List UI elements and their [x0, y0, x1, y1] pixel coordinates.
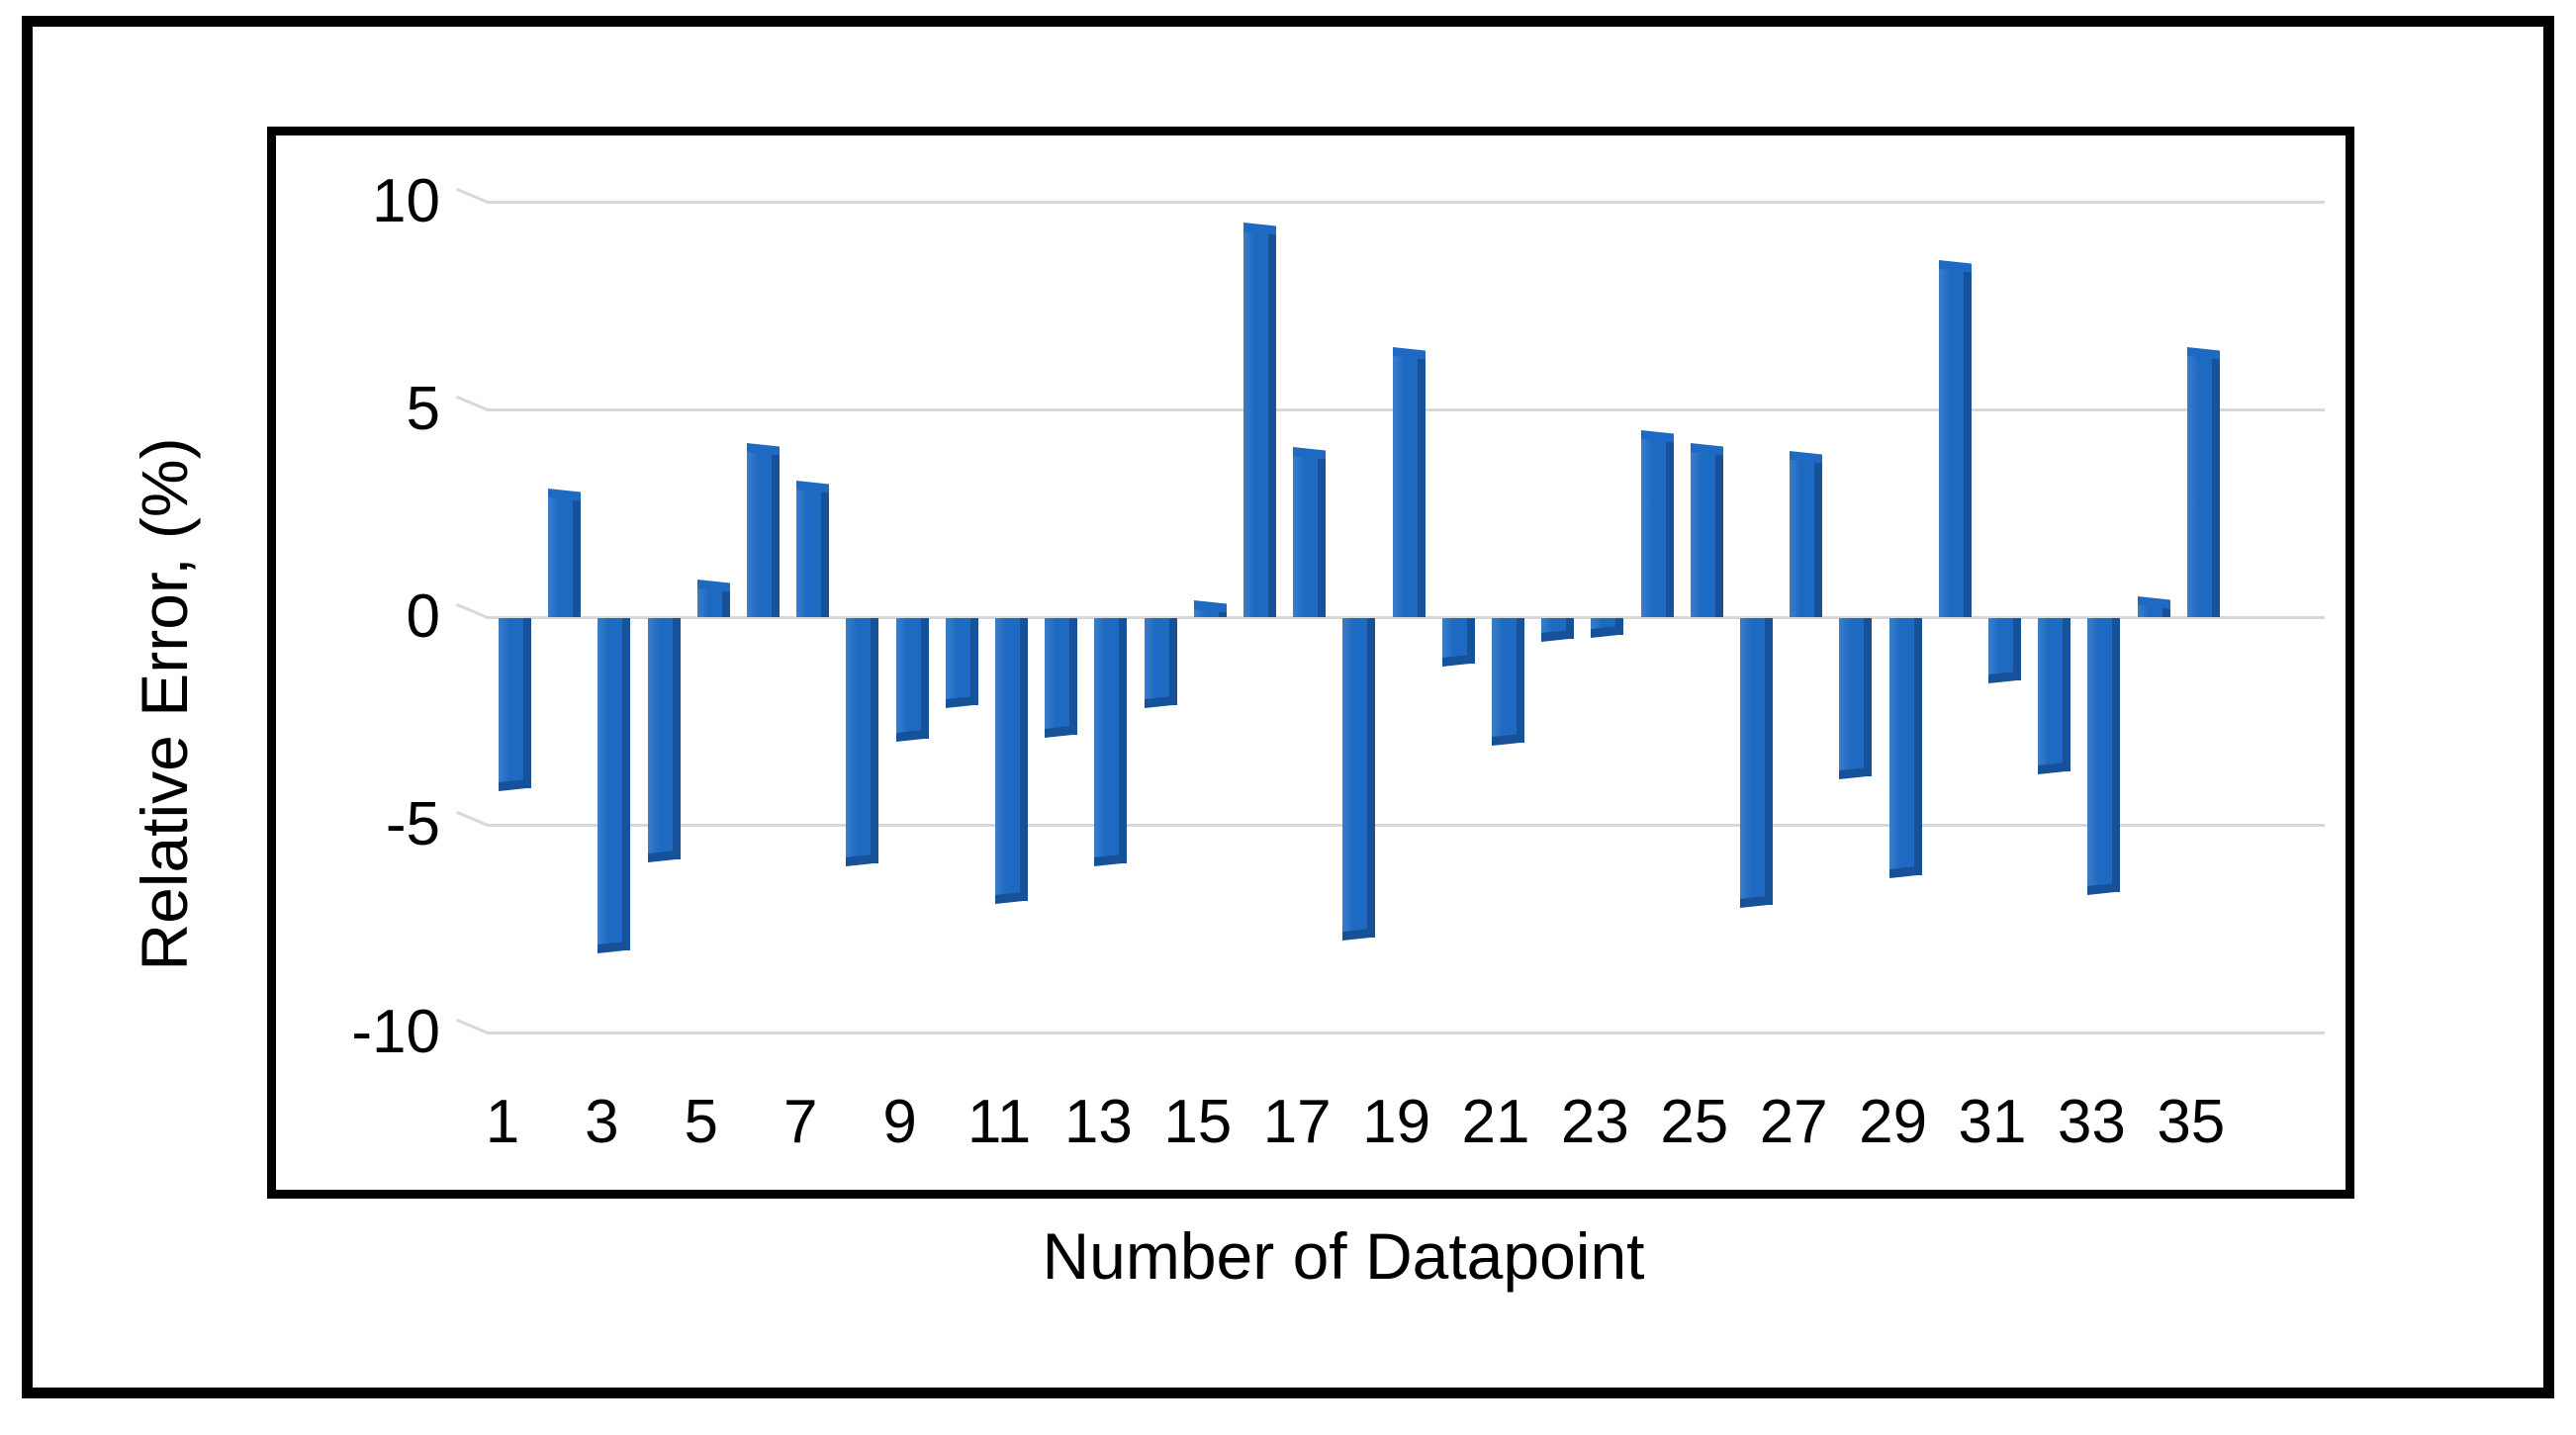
bar-side-shade — [1417, 355, 1426, 617]
x-axis-tick-label: 3 — [585, 1088, 619, 1156]
bar-side-shade — [622, 618, 631, 950]
bar-side-shade — [871, 618, 879, 863]
gridline — [487, 824, 2325, 827]
bar-side-shade — [523, 618, 531, 789]
x-axis-tick-label: 25 — [1660, 1088, 1729, 1156]
bar-side-shade — [672, 618, 681, 859]
bar-face — [2087, 618, 2113, 893]
bar-side-shade — [1517, 618, 1524, 743]
bar-face — [647, 618, 673, 859]
bar-face — [1392, 351, 1418, 617]
bar-face — [1144, 618, 1169, 706]
bar-side-shade — [1665, 438, 1674, 617]
bar-side-shade — [1913, 618, 1922, 876]
bar-side-shade — [920, 618, 929, 739]
y-axis-title: Relative Error, (%) — [128, 437, 201, 971]
x-axis-tick-label: 15 — [1163, 1088, 1233, 1156]
bar-face — [796, 484, 822, 617]
bar-face — [1640, 434, 1666, 617]
bar-side-shade — [721, 587, 730, 617]
bar-face — [2186, 351, 2212, 617]
x-axis-tick-label: 29 — [1859, 1088, 1928, 1156]
bar-face — [895, 618, 921, 739]
bar-side-shade — [1765, 618, 1773, 905]
bar-face — [598, 618, 623, 950]
bar-side-shade — [1119, 618, 1128, 863]
bar-face — [846, 618, 872, 863]
bar-side-shade — [1566, 618, 1575, 639]
bar-face — [747, 446, 772, 617]
x-axis-tick-label: 7 — [782, 1088, 818, 1156]
x-axis-tick-label: 27 — [1759, 1088, 1828, 1156]
y-axis-tick-label: -5 — [385, 790, 440, 858]
bar-face — [1243, 226, 1268, 617]
bar-face — [1045, 618, 1070, 735]
bar-side-shade — [1864, 618, 1873, 776]
bar-side-shade — [2063, 618, 2071, 772]
bar-face — [1492, 618, 1517, 743]
x-axis-tick-label: 33 — [2057, 1088, 2126, 1156]
x-axis-tick-label: 1 — [485, 1088, 520, 1156]
x-axis-title: Number of Datapoint — [1042, 1219, 1645, 1293]
bar-face — [1888, 618, 1914, 876]
bar-face — [945, 618, 970, 706]
x-axis-tick-label: 21 — [1461, 1088, 1530, 1156]
gridline — [487, 616, 2325, 619]
x-axis-tick-label: 31 — [1958, 1088, 2027, 1156]
bar-face — [995, 618, 1020, 901]
bar-side-shade — [1069, 618, 1078, 735]
y-axis-tick-label: 0 — [406, 583, 440, 651]
gridline — [487, 201, 2325, 204]
bar-face — [499, 618, 523, 789]
y-axis-tick-label: -10 — [351, 998, 440, 1066]
bar-side-shade — [1714, 450, 1723, 617]
y-axis-tick-label: 5 — [406, 375, 440, 443]
bar-face — [548, 493, 574, 617]
bar-face — [1740, 618, 1765, 905]
bar-side-shade — [573, 496, 582, 617]
x-axis-tick-label: 13 — [1063, 1088, 1133, 1156]
bar-face — [1690, 446, 1715, 617]
bar-side-shade — [2211, 355, 2220, 617]
bar-side-shade — [1168, 618, 1177, 706]
x-axis-tick-label: 9 — [882, 1088, 917, 1156]
bar-side-shade — [1814, 459, 1823, 617]
x-axis-tick-label: 19 — [1362, 1088, 1431, 1156]
bar-side-shade — [2013, 618, 2021, 680]
bar-side-shade — [1268, 230, 1276, 617]
bar-side-shade — [2112, 618, 2121, 893]
bar-side-shade — [1466, 618, 1475, 665]
bar-face — [1342, 618, 1368, 939]
bar-face — [1938, 264, 1964, 617]
bar-side-shade — [969, 618, 978, 706]
bar-face — [1094, 618, 1120, 863]
gridline — [487, 1031, 2325, 1034]
bar-face — [1790, 455, 1815, 617]
y-axis-tick-label: 10 — [372, 167, 440, 235]
bar-side-shade — [1963, 268, 1972, 617]
x-axis-tick-label: 23 — [1560, 1088, 1629, 1156]
bar-side-shade — [1218, 608, 1227, 617]
x-axis-tick-label: 5 — [684, 1088, 719, 1156]
bar-face — [1988, 618, 2013, 680]
bar-face — [1839, 618, 1865, 776]
bar-side-shade — [1318, 455, 1327, 617]
bar-side-shade — [772, 450, 780, 617]
bar-side-shade — [2162, 604, 2170, 617]
bar-side-shade — [1020, 618, 1028, 901]
x-axis-tick-label: 17 — [1262, 1088, 1332, 1156]
bar-face — [2038, 618, 2064, 772]
x-axis-tick-label: 35 — [2157, 1088, 2226, 1156]
bar-side-shade — [1367, 618, 1376, 939]
bar-side-shade — [821, 488, 830, 617]
bar-face — [1293, 451, 1319, 617]
x-axis-tick-label: 11 — [966, 1088, 1032, 1156]
